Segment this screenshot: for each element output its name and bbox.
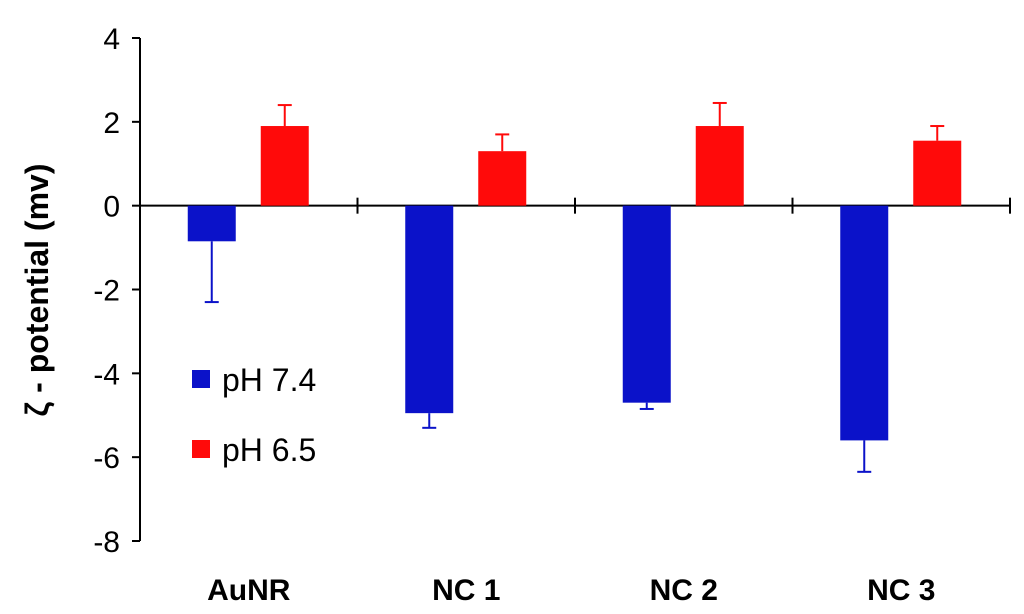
- category-label: AuNR: [207, 574, 291, 607]
- y-tick-label: 4: [103, 23, 120, 56]
- bar-pH-74-NC-2: [622, 205, 671, 403]
- y-tick-label: -8: [93, 526, 120, 559]
- legend-swatch: [192, 370, 210, 388]
- category-label: NC 1: [432, 574, 500, 607]
- bar-pH-65-NC-2: [695, 126, 744, 206]
- category-label: NC 3: [867, 574, 935, 607]
- category-labels: AuNR NC 1 NC 2 NC 3: [207, 574, 935, 607]
- bar-pH-65-NC-3: [913, 140, 962, 206]
- legend-label: pH 6.5: [222, 432, 316, 468]
- y-tick-label: -2: [93, 275, 120, 308]
- bar-pH-74-NC-3: [840, 205, 889, 441]
- bar-pH-65-NC-1: [478, 151, 527, 206]
- y-tick-label: -4: [93, 358, 120, 391]
- legend-swatch: [192, 440, 210, 458]
- bar-pH-65-AuNR: [260, 126, 309, 206]
- y-tick-label: 0: [103, 191, 120, 224]
- y-axis-label: ζ - potential (mv): [19, 164, 55, 417]
- y-tick-label: -6: [93, 442, 120, 475]
- legend-label: pH 7.4: [222, 362, 316, 398]
- y-ticks: 4 2 0 -2 -4 -6 -8: [93, 23, 140, 559]
- bar-pH-74-AuNR: [187, 205, 236, 242]
- y-tick-label: 2: [103, 107, 120, 140]
- category-label: NC 2: [650, 574, 718, 607]
- bars: [187, 101, 962, 473]
- legend: pH 7.4 pH 6.5: [192, 362, 316, 468]
- x-ticks: [356, 197, 1011, 214]
- bar-pH-74-NC-1: [405, 205, 454, 414]
